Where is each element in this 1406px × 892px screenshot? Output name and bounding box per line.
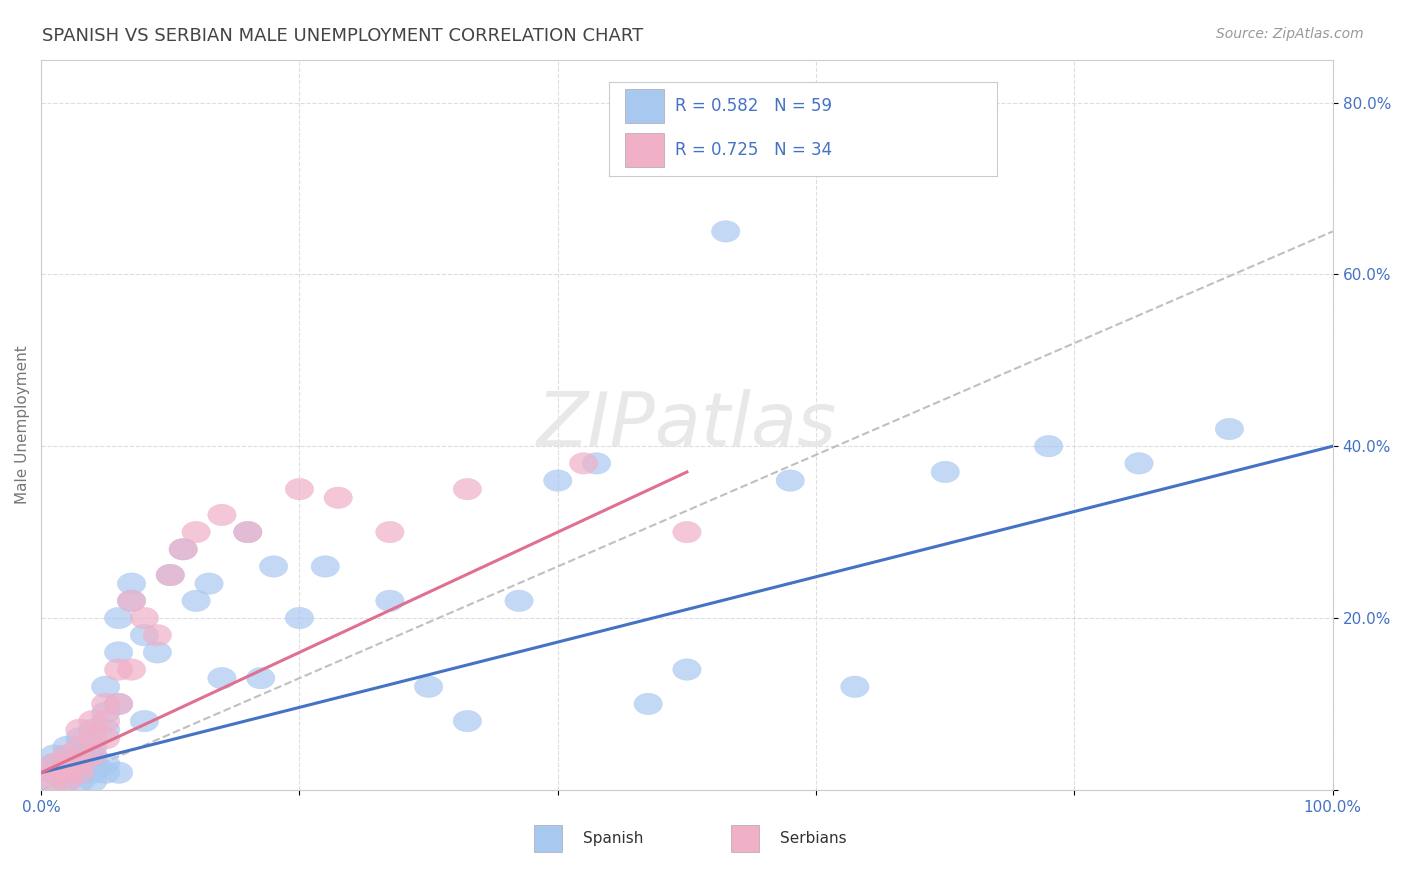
Ellipse shape xyxy=(285,478,314,500)
Ellipse shape xyxy=(66,745,94,766)
Ellipse shape xyxy=(79,745,107,766)
Ellipse shape xyxy=(79,719,107,740)
Ellipse shape xyxy=(323,487,353,508)
Ellipse shape xyxy=(91,754,120,775)
Ellipse shape xyxy=(285,607,314,629)
Ellipse shape xyxy=(1035,435,1063,457)
Ellipse shape xyxy=(311,556,339,577)
Text: Serbians: Serbians xyxy=(780,831,846,846)
Ellipse shape xyxy=(66,762,94,783)
Ellipse shape xyxy=(79,728,107,749)
Ellipse shape xyxy=(66,719,94,740)
Ellipse shape xyxy=(169,539,197,560)
Ellipse shape xyxy=(375,521,404,543)
Ellipse shape xyxy=(453,478,482,500)
Ellipse shape xyxy=(39,771,69,792)
Ellipse shape xyxy=(53,762,82,783)
Ellipse shape xyxy=(39,745,69,766)
Ellipse shape xyxy=(672,659,702,681)
Ellipse shape xyxy=(79,736,107,757)
Ellipse shape xyxy=(66,728,94,749)
Ellipse shape xyxy=(39,762,69,783)
Ellipse shape xyxy=(66,762,94,783)
Ellipse shape xyxy=(505,591,533,612)
Y-axis label: Male Unemployment: Male Unemployment xyxy=(15,345,30,504)
Ellipse shape xyxy=(53,745,82,766)
Ellipse shape xyxy=(169,539,197,560)
Ellipse shape xyxy=(181,521,211,543)
Ellipse shape xyxy=(544,470,572,491)
Ellipse shape xyxy=(569,452,598,475)
Ellipse shape xyxy=(117,591,146,612)
Ellipse shape xyxy=(104,659,132,681)
Text: Spanish: Spanish xyxy=(583,831,644,846)
Ellipse shape xyxy=(79,710,107,731)
Ellipse shape xyxy=(53,771,82,792)
Ellipse shape xyxy=(104,693,132,714)
Ellipse shape xyxy=(91,702,120,723)
Ellipse shape xyxy=(53,762,82,783)
Ellipse shape xyxy=(91,710,120,731)
Ellipse shape xyxy=(143,641,172,663)
Ellipse shape xyxy=(156,565,184,586)
Ellipse shape xyxy=(66,771,94,792)
Ellipse shape xyxy=(91,693,120,714)
Ellipse shape xyxy=(195,573,224,594)
Ellipse shape xyxy=(131,710,159,731)
Ellipse shape xyxy=(672,521,702,543)
Text: Source: ZipAtlas.com: Source: ZipAtlas.com xyxy=(1216,27,1364,41)
Ellipse shape xyxy=(117,591,146,612)
Ellipse shape xyxy=(1125,452,1153,475)
Ellipse shape xyxy=(453,710,482,731)
Ellipse shape xyxy=(66,754,94,775)
Ellipse shape xyxy=(91,728,120,749)
Ellipse shape xyxy=(582,452,610,475)
Ellipse shape xyxy=(841,676,869,698)
Ellipse shape xyxy=(233,521,262,543)
Ellipse shape xyxy=(233,521,262,543)
Ellipse shape xyxy=(79,745,107,766)
Ellipse shape xyxy=(66,754,94,775)
Ellipse shape xyxy=(79,771,107,792)
Ellipse shape xyxy=(79,762,107,783)
Ellipse shape xyxy=(104,641,132,663)
Ellipse shape xyxy=(79,754,107,775)
Ellipse shape xyxy=(156,565,184,586)
Text: ZIPatlas: ZIPatlas xyxy=(537,389,837,461)
Ellipse shape xyxy=(931,461,959,483)
Ellipse shape xyxy=(246,667,276,689)
Ellipse shape xyxy=(415,676,443,698)
Ellipse shape xyxy=(53,754,82,775)
Text: SPANISH VS SERBIAN MALE UNEMPLOYMENT CORRELATION CHART: SPANISH VS SERBIAN MALE UNEMPLOYMENT COR… xyxy=(42,27,644,45)
Ellipse shape xyxy=(66,736,94,757)
Ellipse shape xyxy=(117,659,146,681)
Ellipse shape xyxy=(53,754,82,775)
Ellipse shape xyxy=(143,624,172,646)
Ellipse shape xyxy=(104,762,132,783)
Ellipse shape xyxy=(39,754,69,775)
Ellipse shape xyxy=(104,693,132,714)
Ellipse shape xyxy=(117,573,146,594)
Ellipse shape xyxy=(39,754,69,775)
Ellipse shape xyxy=(91,762,120,783)
Ellipse shape xyxy=(375,591,404,612)
Ellipse shape xyxy=(131,624,159,646)
Ellipse shape xyxy=(711,220,740,242)
Ellipse shape xyxy=(53,736,82,757)
Ellipse shape xyxy=(53,771,82,792)
Ellipse shape xyxy=(776,470,804,491)
Ellipse shape xyxy=(1215,418,1244,440)
Ellipse shape xyxy=(634,693,662,714)
Ellipse shape xyxy=(181,591,211,612)
Ellipse shape xyxy=(39,762,69,783)
Ellipse shape xyxy=(53,745,82,766)
Ellipse shape xyxy=(208,504,236,525)
Ellipse shape xyxy=(91,719,120,740)
Ellipse shape xyxy=(39,771,69,792)
Ellipse shape xyxy=(104,607,132,629)
Ellipse shape xyxy=(91,676,120,698)
Ellipse shape xyxy=(259,556,288,577)
Ellipse shape xyxy=(131,607,159,629)
Ellipse shape xyxy=(208,667,236,689)
